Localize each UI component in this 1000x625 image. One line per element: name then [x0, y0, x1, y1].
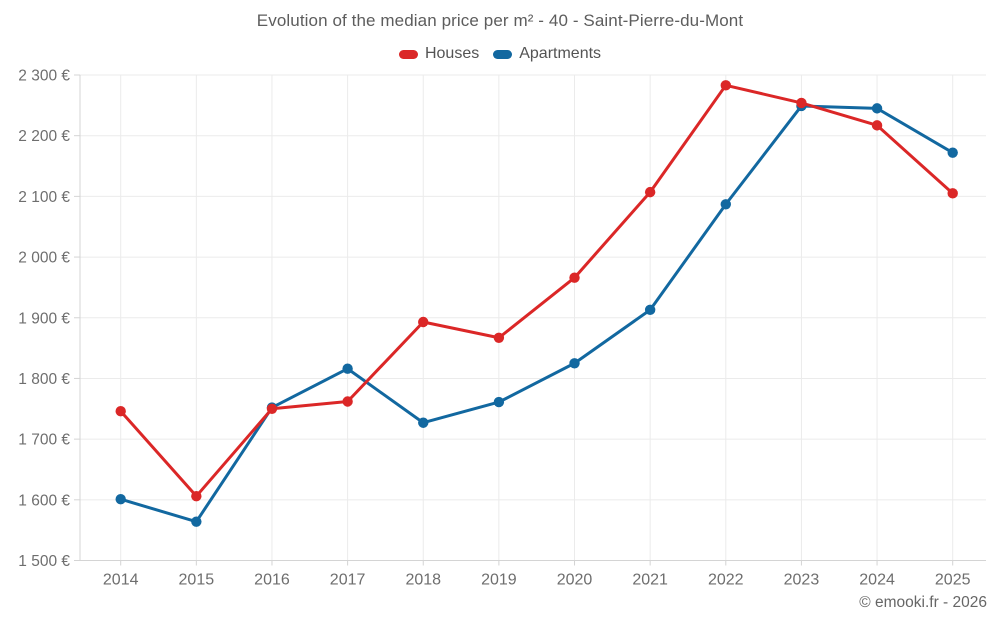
y-tick-label: 2 300 € — [18, 68, 70, 85]
x-tick-label: 2020 — [557, 572, 593, 589]
x-tick-label: 2024 — [859, 572, 895, 589]
apartments-point-2022[interactable] — [720, 199, 731, 210]
apartments-legend-swatch-icon — [493, 50, 513, 59]
y-tick-label: 2 100 € — [18, 189, 70, 206]
y-tick-label: 2 000 € — [18, 250, 70, 267]
x-tick-label: 2017 — [330, 572, 366, 589]
houses-point-2024[interactable] — [871, 120, 883, 131]
y-tick-label: 1 900 € — [18, 310, 70, 327]
houses-point-2015[interactable] — [191, 490, 202, 502]
legend-item-houses[interactable]: Houses — [398, 45, 480, 63]
houses-point-2016[interactable] — [266, 403, 278, 414]
houses-point-2014[interactable] — [115, 406, 126, 417]
apartments-series-line — [119, 104, 955, 524]
x-tick-label: 2014 — [103, 572, 139, 589]
apartments-point-2017[interactable] — [342, 363, 353, 374]
apartments-point-2019[interactable] — [493, 396, 505, 408]
houses-point-2017[interactable] — [342, 396, 353, 407]
apartments-point-2024[interactable] — [871, 103, 883, 114]
y-tick-label: 1 500 € — [18, 553, 70, 570]
apartments-point-2018[interactable] — [418, 417, 429, 428]
houses-legend-label: Houses — [424, 45, 480, 62]
y-tick-label: 2 200 € — [18, 128, 70, 145]
y-tick-label: 1 700 € — [18, 432, 70, 449]
apartments-legend-label: Apartments — [519, 45, 602, 62]
x-tick-label: 2015 — [179, 572, 215, 589]
apartments-point-2014[interactable] — [115, 494, 126, 505]
chart-legend: Houses Apartments — [0, 45, 1000, 63]
houses-point-2018[interactable] — [418, 316, 429, 328]
x-tick-label: 2018 — [405, 572, 441, 589]
houses-point-2022[interactable] — [720, 80, 731, 91]
x-tick-label: 2023 — [784, 572, 820, 589]
houses-series-line — [119, 83, 955, 498]
houses-point-2023[interactable] — [796, 97, 807, 109]
y-tick-label: 1 600 € — [18, 492, 70, 509]
x-tick-label: 2016 — [254, 572, 290, 589]
x-tick-label: 2025 — [935, 572, 971, 589]
houses-point-2025[interactable] — [947, 188, 958, 199]
houses-point-2020[interactable] — [569, 272, 580, 283]
x-tick-label: 2019 — [481, 572, 517, 589]
apartments-point-2020[interactable] — [569, 358, 580, 369]
houses-point-2019[interactable] — [493, 332, 505, 343]
legend-item-apartments[interactable]: Apartments — [493, 45, 601, 63]
chart-title: Evolution of the median price per m² - 4… — [256, 11, 744, 30]
houses-legend-swatch-icon — [398, 50, 418, 59]
apartments-point-2015[interactable] — [191, 516, 202, 527]
apartments-point-2025[interactable] — [947, 147, 958, 158]
apartments-point-2021[interactable] — [644, 304, 656, 316]
copyright-credit: © emooki.fr - 2026 — [859, 594, 987, 611]
houses-point-2021[interactable] — [644, 186, 656, 198]
y-tick-label: 1 800 € — [18, 371, 70, 388]
x-tick-label: 2021 — [632, 572, 668, 589]
x-tick-label: 2022 — [708, 572, 744, 589]
